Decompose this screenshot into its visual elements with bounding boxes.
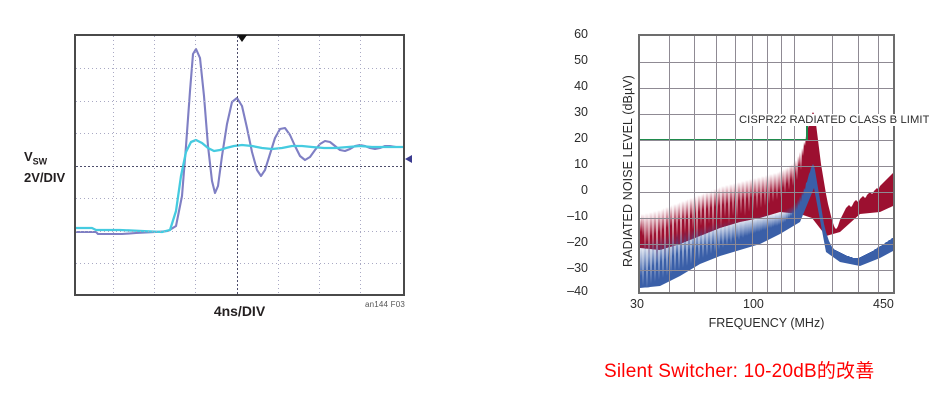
scope-time-per-div: 4ns/DIV <box>213 303 266 319</box>
y-tick-60: 60 <box>574 27 588 41</box>
y-tick-m10: –10 <box>567 209 588 223</box>
y-tick-40: 40 <box>574 79 588 93</box>
y-tick-m40: –40 <box>567 284 588 298</box>
emi-plot-area: CISPR22 RADIATED CLASS B LIMITS <box>638 34 929 294</box>
cispr22-annotation: CISPR22 RADIATED CLASS B LIMITS <box>736 114 929 126</box>
scope-channel-name: VSW <box>24 149 48 167</box>
y-tick-50: 50 <box>574 53 588 67</box>
y-tick-20: 20 <box>574 131 588 145</box>
scope-level-marker <box>405 155 412 163</box>
emi-y-axis-label: RADIATED NOISE LEVEL (dBµV) <box>621 75 635 267</box>
scope-channel-subscript: SW <box>32 156 48 167</box>
y-tick-30: 30 <box>574 105 588 119</box>
scope-volts-per-div: 2V/DIV <box>24 169 66 185</box>
x-tick-30: 30 <box>630 297 644 311</box>
y-tick-10: 10 <box>574 157 588 171</box>
y-tick-m30: –30 <box>567 261 588 275</box>
figure-code-label: an144 F03 <box>364 300 405 309</box>
emi-x-axis-label: FREQUENCY (MHz) <box>708 316 825 330</box>
series-standard-buck-fill <box>640 112 893 262</box>
scope-vertical-label: VSW 2V/DIV <box>24 149 72 185</box>
scope-traces <box>76 47 403 236</box>
oscilloscope-panel: VSW 2V/DIV 4ns/DIV an14 <box>0 0 460 340</box>
caption-text: Silent Switcher: 10-20dB的改善 <box>604 361 875 382</box>
x-tick-450: 450 <box>873 297 894 311</box>
emi-spectrum-panel: RADIATED NOISE LEVEL (dBµV) 60 50 40 30 … <box>560 0 929 410</box>
y-tick-m20: –20 <box>567 235 588 249</box>
y-tick-0: 0 <box>581 183 588 197</box>
scope-graticule <box>74 34 412 296</box>
trace-silent-switcher <box>76 138 403 234</box>
x-tick-100: 100 <box>743 297 764 311</box>
scope-trigger-marker <box>237 35 247 42</box>
emi-grid <box>640 36 893 292</box>
series-silent-switcher-fill <box>640 164 893 288</box>
trace-standard-buck <box>76 47 403 236</box>
